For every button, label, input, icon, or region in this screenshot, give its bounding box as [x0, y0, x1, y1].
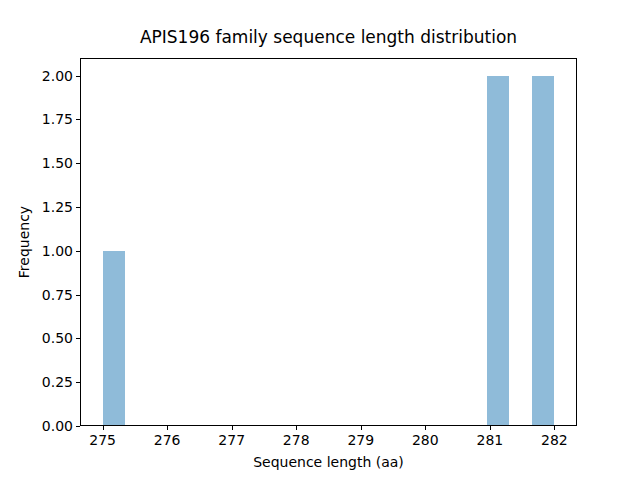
x-tick-label: 279 [339, 432, 383, 448]
x-tick-mark [296, 426, 297, 430]
x-tick-label: 277 [210, 432, 254, 448]
x-tick-mark [554, 426, 555, 430]
y-tick-mark [76, 382, 80, 383]
y-tick-label: 1.50 [27, 155, 73, 171]
x-tick-label: 281 [468, 432, 512, 448]
y-axis-label: Frequency [16, 58, 32, 426]
chart-title: APIS196 family sequence length distribut… [80, 27, 577, 47]
histogram-bar [487, 76, 510, 426]
y-tick-mark [76, 163, 80, 164]
y-tick-label: 1.25 [27, 199, 73, 215]
y-tick-label: 0.75 [27, 287, 73, 303]
x-tick-mark [167, 426, 168, 430]
y-tick-mark [76, 338, 80, 339]
x-tick-mark [425, 426, 426, 430]
x-tick-mark [490, 426, 491, 430]
y-tick-label: 0.50 [27, 330, 73, 346]
histogram-bar [532, 76, 555, 426]
y-tick-label: 1.00 [27, 243, 73, 259]
x-tick-label: 275 [81, 432, 125, 448]
x-tick-mark [232, 426, 233, 430]
y-tick-mark [76, 119, 80, 120]
y-tick-label: 2.00 [27, 68, 73, 84]
y-tick-mark [76, 295, 80, 296]
histogram-bar [103, 251, 126, 425]
x-tick-label: 282 [532, 432, 576, 448]
x-tick-mark [103, 426, 104, 430]
y-tick-mark [76, 207, 80, 208]
x-tick-label: 278 [274, 432, 318, 448]
y-tick-mark [76, 426, 80, 427]
x-axis-label: Sequence length (aa) [80, 454, 577, 470]
figure: APIS196 family sequence length distribut… [0, 0, 640, 480]
y-tick-mark [76, 76, 80, 77]
x-tick-mark [361, 426, 362, 430]
x-tick-label: 276 [145, 432, 189, 448]
y-tick-label: 0.00 [27, 418, 73, 434]
y-tick-mark [76, 251, 80, 252]
y-tick-label: 1.75 [27, 111, 73, 127]
x-tick-label: 280 [403, 432, 447, 448]
y-tick-label: 0.25 [27, 374, 73, 390]
